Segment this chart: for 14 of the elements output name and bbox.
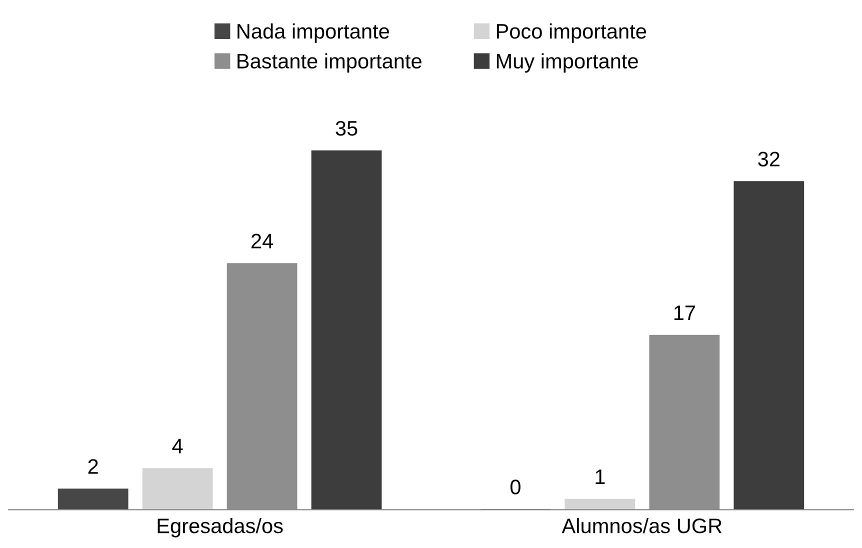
data-label: 1 xyxy=(596,470,605,484)
legend-label: Bastante importante xyxy=(238,53,422,73)
data-label: 17 xyxy=(674,306,695,320)
data-label: 0 xyxy=(510,480,520,494)
data-label: 4 xyxy=(172,438,183,454)
legend-label: Nada importante xyxy=(238,23,389,43)
data-label: 32 xyxy=(758,152,780,166)
data-label: 35 xyxy=(336,120,358,136)
data-label: 2 xyxy=(88,459,98,474)
x-tick-label: Alumnos/as UGR xyxy=(562,518,722,534)
x-tick-label: Egresadas/os xyxy=(158,518,283,538)
data-label: 24 xyxy=(252,234,274,248)
legend-label: Poco importante xyxy=(496,23,646,43)
legend-label: Muy importante xyxy=(496,53,638,73)
